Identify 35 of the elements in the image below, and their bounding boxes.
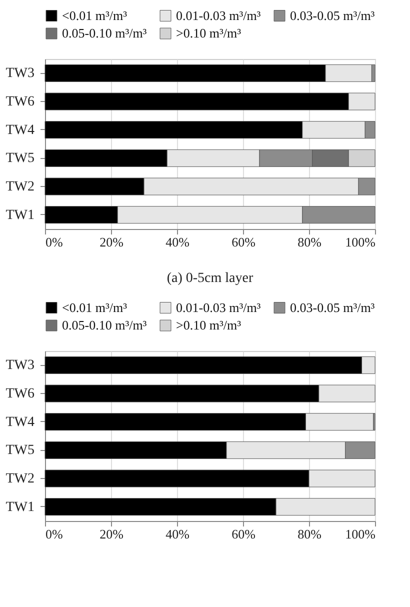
y-tick-label: TW4 — [6, 122, 34, 138]
y-tick-label: TW5 — [6, 443, 34, 458]
y-tick-label: TW1 — [6, 500, 34, 515]
y-tick-label: TW2 — [6, 472, 34, 486]
y-tick-label: TW6 — [6, 94, 34, 110]
legend-label: 0.05-0.10 m³/m³ — [62, 318, 147, 332]
y-tick-label: TW2 — [6, 180, 34, 194]
legend-label: >0.10 m³/m³ — [176, 318, 242, 332]
x-tick-label: 60% — [232, 234, 256, 250]
legend-label: <0.01 m³/m³ — [62, 300, 128, 315]
x-tick-label: 20% — [100, 234, 124, 250]
legend-label: 0.03-0.05 m³/m³ — [290, 8, 375, 23]
x-tick-label: 100% — [345, 234, 376, 250]
legend-label: >0.10 m³/m³ — [176, 26, 242, 40]
x-tick-label: 80% — [298, 526, 322, 542]
legend-label: 0.03-0.05 m³/m³ — [290, 300, 375, 315]
x-tick-label: 40% — [166, 526, 190, 542]
legend-label: 0.05-0.10 m³/m³ — [62, 26, 147, 40]
legend-label: <0.01 m³/m³ — [62, 8, 128, 23]
y-tick-label: TW1 — [6, 208, 34, 223]
text: (a) 0-5cm layer — [166, 271, 254, 286]
x-tick-label: 100% — [345, 526, 376, 542]
y-tick-label: TW4 — [6, 414, 34, 430]
x-tick-label: 0% — [46, 234, 63, 250]
x-tick-label: 60% — [232, 526, 256, 542]
y-tick-label: TW6 — [6, 386, 34, 402]
x-tick-label: 80% — [298, 234, 322, 250]
x-tick-label: 0% — [46, 526, 63, 542]
legend-label: 0.01-0.03 m³/m³ — [176, 300, 261, 315]
y-tick-label: TW3 — [6, 66, 34, 82]
x-tick-label: 20% — [100, 526, 124, 542]
legend-label: 0.01-0.03 m³/m³ — [176, 8, 261, 23]
x-tick-label: 40% — [166, 234, 190, 250]
y-tick-label: TW3 — [6, 358, 34, 374]
y-tick-label: TW5 — [6, 151, 34, 166]
